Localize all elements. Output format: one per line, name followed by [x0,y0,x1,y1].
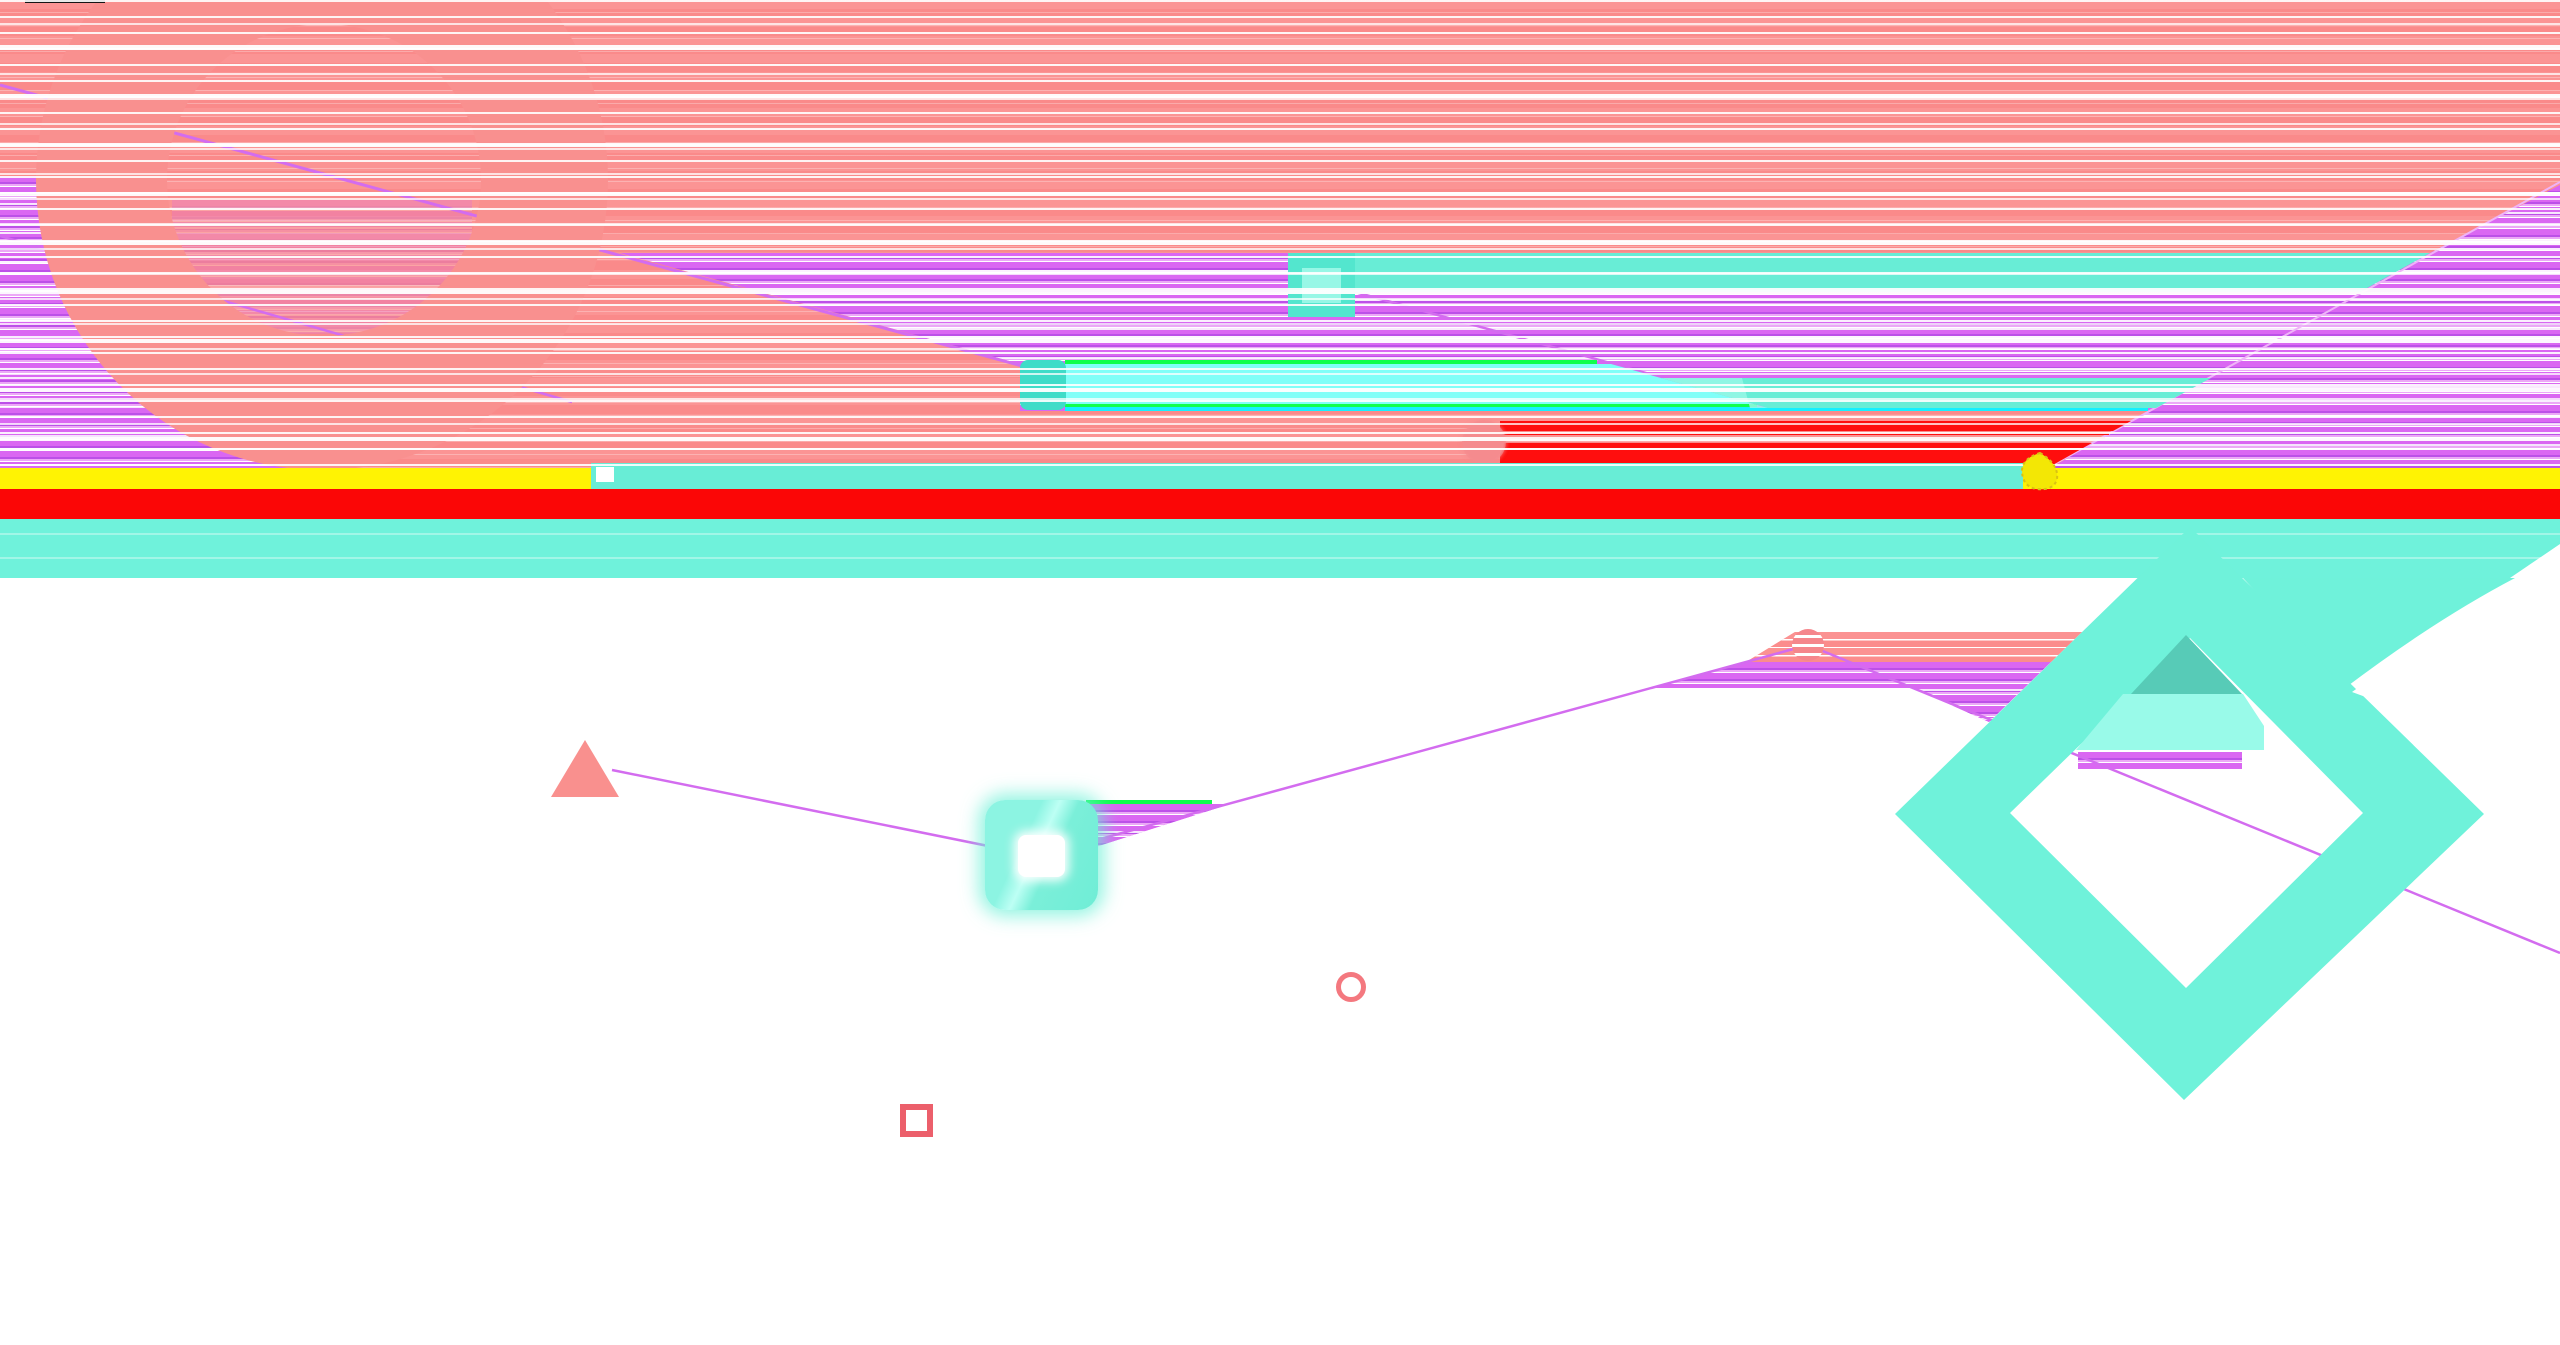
teal-band [0,519,2560,578]
teal-band-line1 [0,533,2560,535]
diamond-inner-stripes [2078,752,2242,769]
small-ring-outline [1336,972,1366,1002]
node-dot [1792,629,1824,661]
node-triangle [551,740,619,797]
red-band [0,489,2560,519]
small-square-outline [900,1104,933,1137]
teal-band-line2 [0,557,2560,559]
glitch-scanlines [0,0,2560,470]
node-glow-square [985,800,1098,910]
long-teal-bar-marker [596,467,614,482]
node-glow-square-hole [1018,835,1065,877]
square-wedge-green-line [1086,800,1212,804]
